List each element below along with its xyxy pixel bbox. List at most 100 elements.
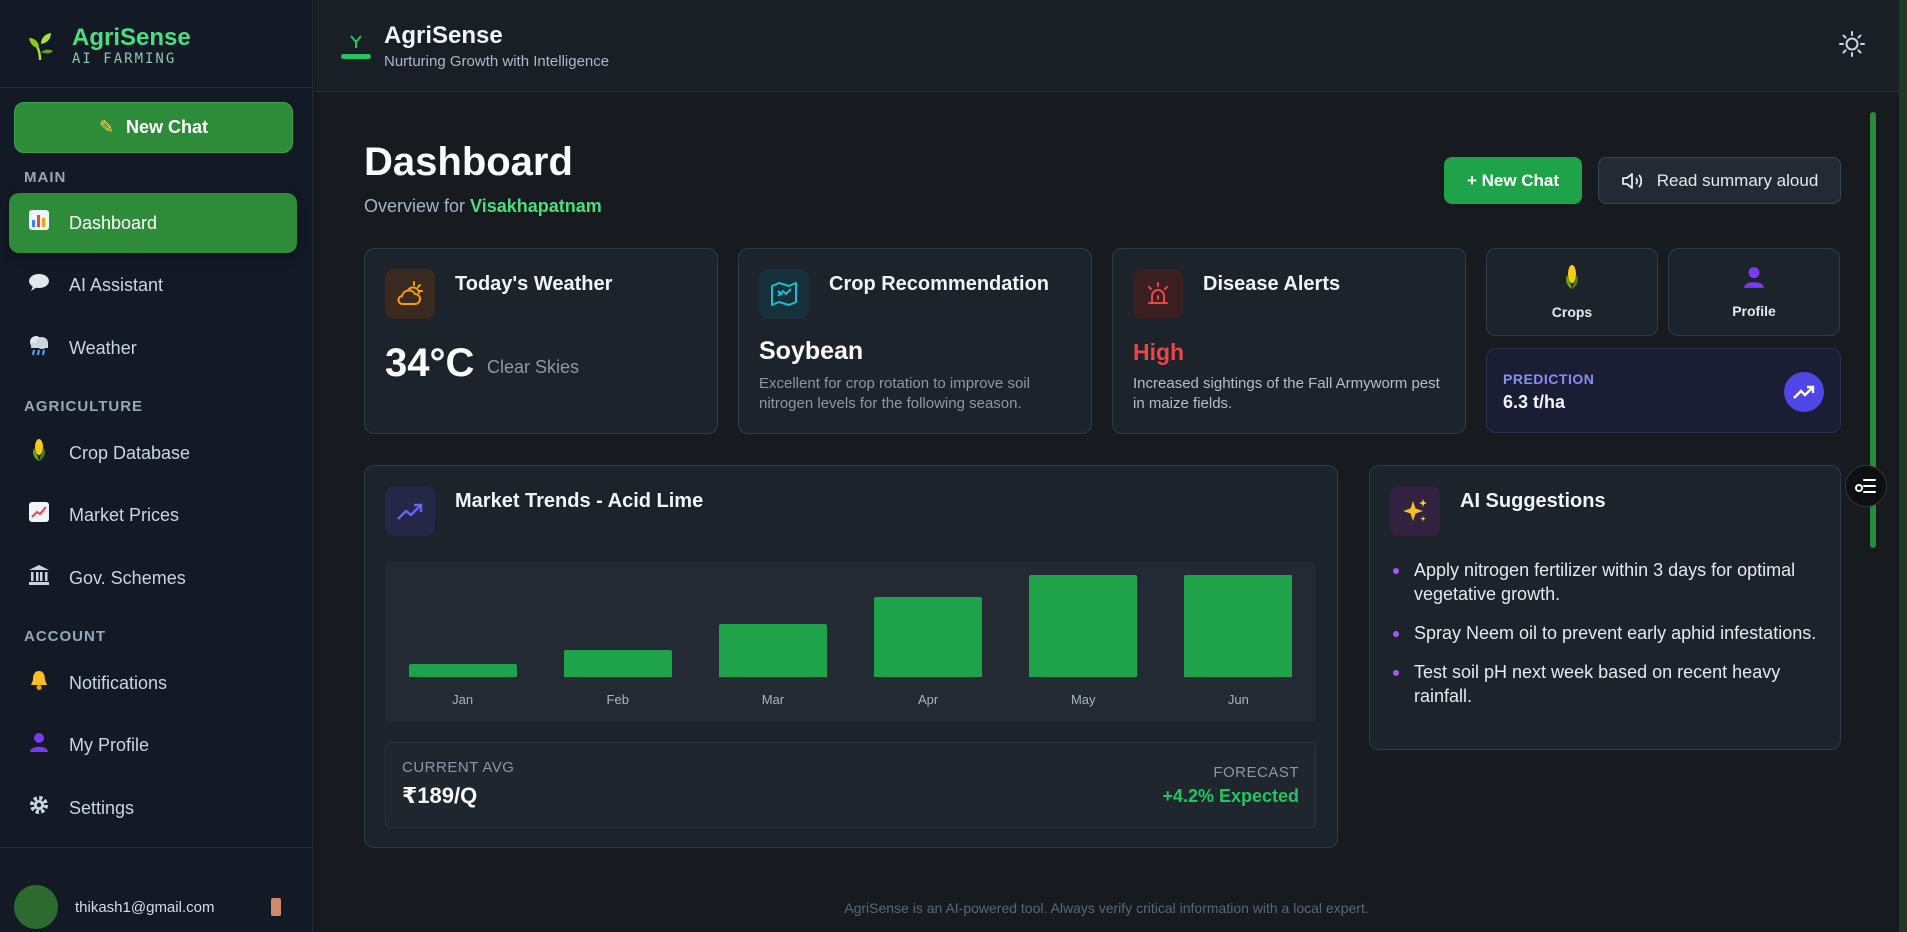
section-main: MAIN: [24, 169, 67, 186]
scrollbar[interactable]: [1870, 112, 1876, 548]
market-bar-chart: Jan Feb Mar Apr May Jun: [385, 562, 1316, 722]
profile-quick-link[interactable]: Profile: [1668, 248, 1840, 336]
sidebar-item-crop-database[interactable]: Crop Database: [9, 423, 297, 483]
sprout-logo-icon: [341, 35, 371, 59]
prediction-value: 6.3 t/ha: [1503, 392, 1566, 412]
disease-alerts-card[interactable]: Disease Alerts High Increased sightings …: [1112, 248, 1466, 434]
user-account[interactable]: thikash1@gmail.com: [14, 885, 214, 929]
crop-recommendation-card[interactable]: Crop Recommendation Soybean Excellent fo…: [738, 248, 1092, 434]
map-icon: [771, 282, 797, 306]
corn-icon: [27, 438, 51, 468]
sidebar-item-label: AI Assistant: [69, 274, 164, 295]
window-edge: [1899, 0, 1907, 932]
current-avg-value: ₹189/Q: [402, 783, 478, 808]
brand-subtitle: AI FARMING: [72, 51, 177, 67]
suggestion-item: Spray Neem oil to prevent early aphid in…: [1390, 621, 1820, 645]
new-chat-button[interactable]: + New Chat: [1444, 157, 1582, 204]
location-name: Visakhapatnam: [470, 196, 602, 216]
sidebar-item-market-prices[interactable]: Market Prices: [9, 485, 297, 545]
crop-value: Soybean: [759, 337, 864, 365]
crops-quick-link[interactable]: Crops: [1486, 248, 1658, 336]
menu-lines-icon: [1855, 479, 1876, 493]
sidebar-item-label: Notifications: [69, 672, 168, 693]
brand[interactable]: AgriSense AI FARMING: [24, 22, 191, 70]
bank-icon: [27, 564, 51, 592]
weather-icon-box: [385, 269, 435, 319]
weather-card[interactable]: Today's Weather 34°C Clear Skies: [364, 248, 718, 434]
crop-title: Crop Recommendation: [829, 273, 1050, 295]
forecast-value: +4.2% Expected: [1162, 786, 1299, 806]
market-title: Market Trends - Acid Lime: [455, 490, 704, 512]
sidebar-item-label: Crop Database: [69, 442, 191, 463]
logout-icon[interactable]: [271, 898, 281, 916]
ai-suggestions-card: AI Suggestions Apply nitrogen fertilizer…: [1369, 465, 1841, 750]
corn-icon: [1562, 264, 1582, 296]
market-summary: CURRENT AVG ₹189/Q FORECAST +4.2% Expect…: [385, 742, 1316, 828]
sun-cloud-icon: [397, 281, 423, 305]
floating-action-button[interactable]: [1845, 465, 1887, 507]
suggestions-list: Apply nitrogen fertilizer within 3 days …: [1390, 558, 1820, 723]
chart-bar-jan: [408, 664, 517, 677]
chart-bar-jun: [1184, 575, 1293, 677]
new-chat-label: New Chat: [126, 117, 209, 137]
prediction-card[interactable]: PREDICTION 6.3 t/ha: [1486, 348, 1841, 433]
market-icon-box: [385, 486, 435, 536]
leaf-logo-icon: [29, 33, 53, 61]
sidebar-divider: [0, 847, 313, 848]
siren-icon: [1148, 282, 1168, 304]
profile-label: Profile: [1732, 303, 1776, 319]
sidebar-item-settings[interactable]: Settings: [9, 778, 297, 838]
sidebar-item-label: Gov. Schemes: [69, 567, 186, 588]
sidebar-divider: [0, 87, 313, 88]
header-title: AgriSense: [384, 22, 503, 49]
chart-bar-mar: [718, 623, 827, 677]
pencil-icon: ✎: [98, 117, 115, 137]
disease-description: Increased sightings of the Fall Armyworm…: [1133, 375, 1440, 412]
sidebar-item-gov-schemes[interactable]: Gov. Schemes: [9, 548, 297, 608]
crop-description: Excellent for crop rotation to improve s…: [759, 375, 1030, 412]
header-subtitle: Nurturing Growth with Intelligence: [384, 53, 610, 70]
speech-bubble-icon: [27, 272, 51, 298]
chart-bar-apr: [874, 596, 983, 677]
sidebar-item-ai-assistant[interactable]: AI Assistant: [9, 255, 297, 315]
sidebar-item-weather[interactable]: Weather: [9, 318, 297, 378]
sidebar-item-dashboard[interactable]: Dashboard: [9, 193, 297, 253]
chart-bar-may: [1029, 575, 1138, 677]
cloud-rain-icon: [27, 334, 51, 362]
forecast-label: FORECAST: [1213, 764, 1299, 781]
trend-chart-icon: [27, 501, 51, 529]
trending-up-icon[interactable]: [1784, 372, 1824, 412]
sidebar-item-label: Dashboard: [69, 212, 158, 233]
disease-title: Disease Alerts: [1203, 273, 1341, 295]
top-header: AgriSense Nurturing Growth with Intellig…: [314, 0, 1907, 92]
speaker-icon: [1621, 172, 1642, 189]
trending-up-icon: [397, 503, 423, 520]
footer-disclaimer: AgriSense is an AI-powered tool. Always …: [844, 900, 1369, 916]
sidebar-new-chat-button[interactable]: ✎ New Chat: [14, 102, 293, 153]
suggestion-item: Apply nitrogen fertilizer within 3 days …: [1390, 558, 1820, 606]
weather-title: Today's Weather: [455, 273, 613, 295]
read-summary-label: Read summary aloud: [1656, 170, 1819, 190]
crop-icon-box: [759, 269, 809, 319]
bell-icon: [27, 669, 51, 697]
sidebar-item-label: Settings: [69, 797, 135, 818]
section-account: ACCOUNT: [24, 628, 106, 645]
chart-x-label: Feb: [606, 692, 629, 707]
chart-x-label: Apr: [917, 692, 939, 707]
sidebar-item-label: My Profile: [69, 734, 150, 755]
weather-temperature: 34°C: [385, 341, 475, 385]
sun-icon[interactable]: [1838, 30, 1866, 58]
section-agriculture: AGRICULTURE: [24, 398, 144, 415]
gear-icon: [27, 794, 51, 822]
sidebar-item-label: Market Prices: [69, 504, 180, 525]
sidebar-item-my-profile[interactable]: My Profile: [9, 715, 297, 775]
sidebar-item-notifications[interactable]: Notifications: [9, 653, 297, 713]
avatar[interactable]: [14, 885, 58, 929]
bar-chart-icon: [27, 209, 51, 237]
user-icon: [27, 731, 51, 759]
chart-x-label: May: [1070, 692, 1096, 707]
disease-icon-box: [1133, 269, 1183, 319]
suggestions-icon-box: [1390, 486, 1440, 536]
read-summary-button[interactable]: Read summary aloud: [1598, 157, 1841, 204]
chart-x-label: Jan: [452, 692, 474, 707]
